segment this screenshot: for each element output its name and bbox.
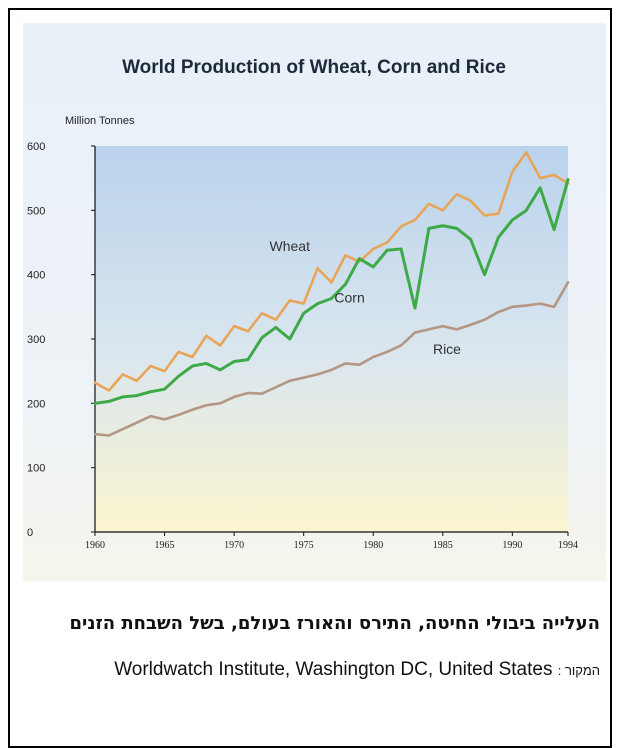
y-tick-label: 500 xyxy=(27,205,45,217)
caption-source-label: המקור : xyxy=(557,663,600,678)
y-axis-label: Million Tonnes xyxy=(65,115,135,127)
x-tick-label: 1980 xyxy=(363,540,383,551)
x-tick-label: 1970 xyxy=(224,540,244,551)
chart-panel: World Production of Wheat, Corn and Rice… xyxy=(23,23,606,581)
series-line-wheat xyxy=(93,151,570,392)
x-tick-label: 1960 xyxy=(85,540,105,551)
x-tick-label: 1994 xyxy=(558,540,578,551)
x-tick-label: 1985 xyxy=(433,540,453,551)
series-label-corn: Corn xyxy=(334,289,364,305)
y-tick-label: 400 xyxy=(27,270,45,282)
y-tick-label: 600 xyxy=(27,141,45,153)
chart-title: World Production of Wheat, Corn and Rice xyxy=(122,57,506,78)
series-label-wheat: Wheat xyxy=(270,238,311,254)
x-tick-label: 1965 xyxy=(155,540,175,551)
y-tick-label: 0 xyxy=(27,527,33,539)
caption-source-text: Worldwatch Institute, Washington DC, Uni… xyxy=(114,659,553,680)
plot-area xyxy=(95,146,568,532)
series-line-corn xyxy=(93,177,570,405)
caption-source: המקור : Worldwatch Institute, Washington… xyxy=(60,658,600,682)
x-tick-label: 1975 xyxy=(294,540,314,551)
y-tick-label: 200 xyxy=(27,398,45,410)
caption-title: העלייה ביבולי החיטה, התירס והאורז בעולם,… xyxy=(69,613,600,634)
series-line-rice xyxy=(93,281,570,437)
y-tick-label: 100 xyxy=(27,463,45,475)
x-tick-label: 1990 xyxy=(502,540,522,551)
series-label-rice: Rice xyxy=(433,341,461,357)
chart-svg: World Production of Wheat, Corn and Rice… xyxy=(27,57,578,551)
y-tick-label: 300 xyxy=(27,334,45,346)
